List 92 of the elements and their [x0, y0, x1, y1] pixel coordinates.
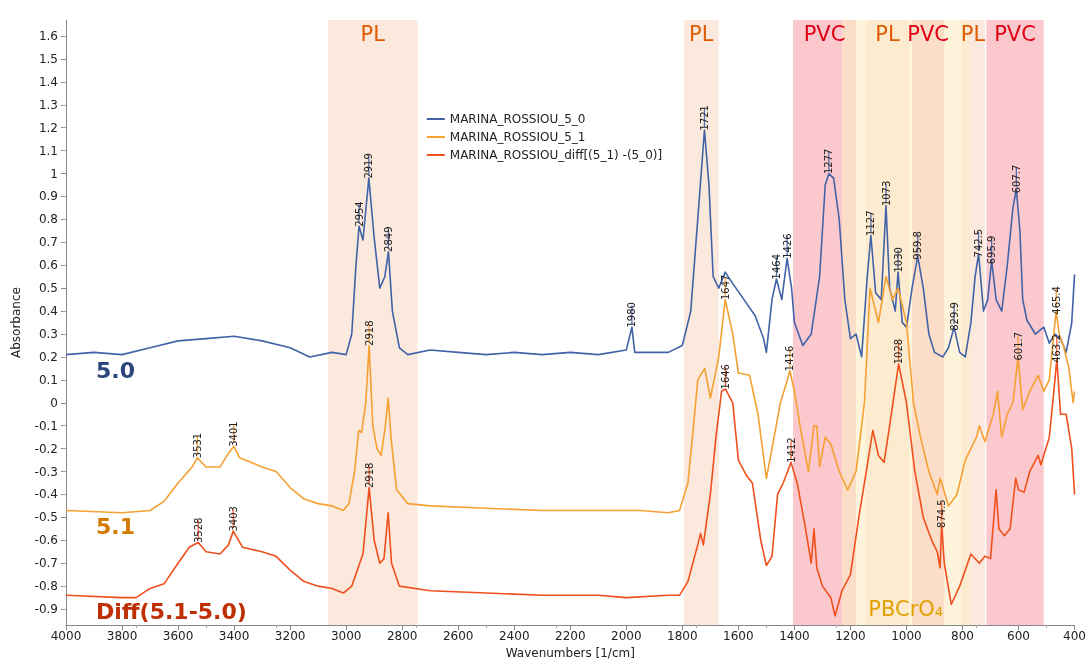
annotation: 1030 — [892, 247, 904, 273]
annotation: Diff(5.1-5.0) — [96, 598, 247, 624]
y-tick-label: -0.1 — [34, 418, 58, 433]
x-tick-label: 2400 — [498, 629, 530, 644]
y-tick-label: 0.9 — [38, 189, 58, 204]
annotation: 2918 — [363, 462, 375, 489]
annotation: 829.9 — [948, 302, 960, 331]
y-tick-label: 1.3 — [38, 97, 58, 112]
annotation: 2954 — [353, 201, 365, 227]
x-tick-label: 3200 — [274, 629, 306, 644]
x-tick-label: 4000 — [50, 629, 82, 644]
annotation: 3528 — [192, 517, 204, 544]
annotation: 1980 — [626, 302, 638, 328]
y-tick-label: -0.6 — [34, 533, 58, 548]
x-tick-label: 800 — [951, 629, 974, 644]
y-tick-label: 1 — [50, 166, 58, 181]
y-tick-label: 0.1 — [38, 372, 58, 387]
x-axis-title: Wavenumbers [1/cm] — [505, 646, 635, 660]
x-tick-label: 2800 — [386, 629, 418, 644]
annotation: 1647 — [719, 274, 731, 301]
x-tick-label: 3400 — [218, 629, 250, 644]
annotation: 1416 — [784, 345, 796, 372]
y-tick-label: 0.3 — [38, 327, 58, 342]
y-tick-label: -0.5 — [34, 510, 58, 525]
y-tick-label: 0.4 — [38, 304, 58, 319]
x-tick-label: 2200 — [555, 629, 586, 644]
annotation: 5.1 — [96, 514, 135, 539]
annotation: 1127 — [865, 210, 877, 236]
annotation: 1426 — [781, 233, 793, 259]
x-tick-label: 1800 — [667, 629, 698, 644]
annotation: 1464 — [770, 254, 782, 280]
annotation: 5.0 — [96, 358, 135, 384]
annotation: 607.7 — [1010, 164, 1022, 194]
band-label: PL — [960, 21, 986, 46]
y-axis-title: Absorbance — [9, 287, 23, 359]
annotation: 3401 — [228, 421, 240, 447]
x-tick-label: 2000 — [611, 629, 642, 644]
y-tick-label: 1.6 — [38, 29, 58, 44]
y-tick-label: 0.2 — [38, 349, 58, 364]
annotation: 463.2 — [1051, 334, 1063, 363]
y-tick-label: 1.5 — [38, 51, 58, 66]
x-tick-label: 1000 — [891, 629, 922, 644]
band-label: PL — [875, 21, 901, 46]
annotation: 2918 — [363, 320, 375, 346]
annotation: 1073 — [880, 180, 892, 207]
band-label: PL — [689, 21, 714, 46]
y-tick-label: 1.1 — [38, 143, 58, 158]
y-tick-label: 0.6 — [38, 258, 58, 273]
annotation: 3403 — [227, 506, 239, 532]
y-tick-label: 0.7 — [38, 235, 58, 250]
legend-label: MARINA_ROSSIOU_diff[(5_1) -(5_0)] — [449, 148, 663, 162]
legend-label: MARINA_ROSSIOU_5_1 — [449, 130, 586, 144]
annotation: 3531 — [191, 432, 203, 459]
annotation: 742.5 — [973, 228, 985, 258]
annotation: 1028 — [893, 338, 905, 365]
annotation: 1721 — [698, 105, 710, 131]
x-tick-label: 3800 — [106, 629, 138, 644]
annotation: 601.7 — [1012, 331, 1024, 361]
annotation: 1646 — [719, 364, 731, 390]
x-tick-label: 1400 — [779, 629, 810, 644]
band-label: PVC — [994, 21, 1036, 46]
y-tick-label: -0.8 — [34, 579, 58, 594]
band-label: PVC — [803, 21, 846, 46]
x-tick-label: 400 — [1063, 629, 1086, 644]
y-tick-label: -0.9 — [34, 602, 58, 617]
band-label: PVC — [907, 21, 950, 46]
band-label: PL — [360, 21, 386, 46]
annotation: 874.5 — [936, 499, 948, 528]
annotation: 695.9 — [986, 235, 998, 265]
annotation: 2919 — [363, 153, 375, 179]
y-tick-label: 0.8 — [38, 212, 58, 227]
annotation: 959.8 — [912, 231, 924, 260]
y-tick-label: -0.2 — [34, 441, 58, 456]
band-label: PBCrO₄ — [868, 596, 944, 621]
legend-label: MARINA_ROSSIOU_5_0 — [449, 112, 586, 126]
y-tick-label: 1.2 — [38, 120, 58, 135]
y-tick-label: -0.7 — [34, 556, 58, 571]
x-tick-label: 3600 — [162, 629, 194, 644]
y-tick-label: 0.5 — [38, 281, 58, 296]
x-tick-label: 2600 — [442, 629, 474, 644]
annotation: 1277 — [823, 148, 835, 175]
annotation: 465.4 — [1050, 286, 1062, 315]
annotation: 2849 — [382, 226, 394, 252]
annotation: 1412 — [785, 437, 797, 463]
y-tick-label: 0 — [50, 395, 58, 410]
y-tick-label: -0.3 — [34, 464, 58, 479]
y-tick-label: 1.4 — [38, 74, 58, 89]
x-tick-label: 600 — [1007, 629, 1030, 644]
y-tick-label: -0.4 — [34, 487, 58, 502]
x-tick-label: 1200 — [835, 629, 866, 644]
x-tick-label: 1600 — [723, 629, 754, 644]
x-tick-label: 3000 — [330, 629, 362, 644]
